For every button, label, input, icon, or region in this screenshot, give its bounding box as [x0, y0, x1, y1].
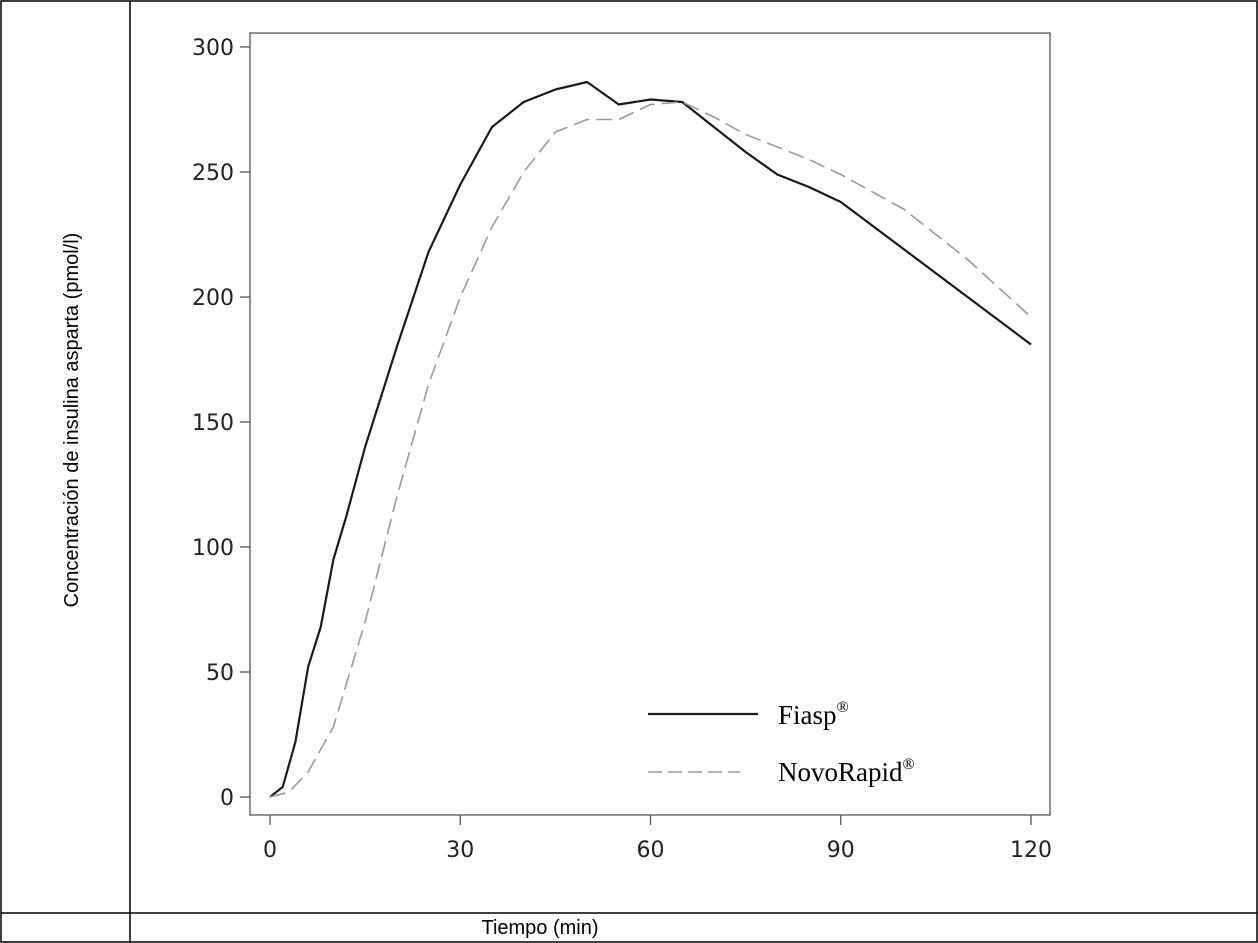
y-tick-label: 50 — [206, 661, 234, 686]
x-tick-label: 120 — [1010, 838, 1052, 863]
x-tick-label: 60 — [637, 838, 665, 863]
y-tick-label: 150 — [192, 411, 234, 436]
series-line-novorapid — [269, 101, 1032, 798]
x-axis-label: Tiempo (min) — [481, 917, 598, 939]
plot-area — [249, 32, 1051, 816]
series-lines — [269, 80, 1032, 798]
y-tick-label: 0 — [220, 786, 234, 811]
series-line-fiasp — [269, 80, 1032, 798]
x-tick-label: 90 — [827, 838, 855, 863]
y-tick-label: 200 — [192, 286, 234, 311]
axis-ticks: 0 50 100 150 200 250 300 0 30 60 90 120 — [192, 36, 1052, 863]
x-tick-label: 0 — [263, 838, 277, 863]
y-tick-label: 300 — [192, 36, 234, 61]
y-axis-label: Concentración de insulina asparta (pmol/… — [61, 233, 83, 608]
y-tick-label: 100 — [192, 536, 234, 561]
legend-label-novorapid: NovoRapid® — [778, 756, 915, 787]
y-tick-label: 250 — [192, 161, 234, 186]
legend: Fiasp® NovoRapid® — [648, 699, 915, 787]
legend-label-fiasp: Fiasp® — [778, 699, 849, 730]
x-tick-label: 30 — [446, 838, 474, 863]
